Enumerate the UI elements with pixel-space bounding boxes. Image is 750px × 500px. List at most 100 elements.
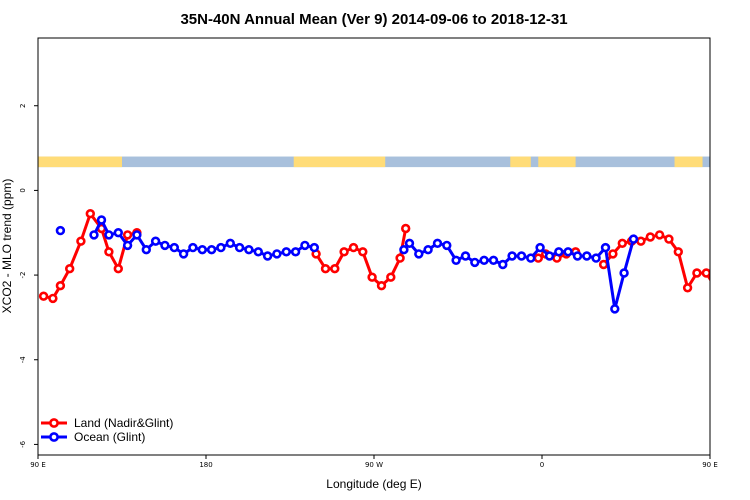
data-point <box>178 249 189 259</box>
data-point <box>89 230 99 240</box>
data-point <box>701 268 710 278</box>
data-point <box>272 249 282 259</box>
land-segment <box>570 156 576 168</box>
data-point <box>423 245 433 255</box>
data-point <box>197 245 208 255</box>
land-ocean-mask <box>38 156 710 168</box>
y-axis: -6 -4 -2 0 2 <box>19 104 38 448</box>
data-point <box>414 249 424 259</box>
data-point <box>169 242 180 253</box>
data-point <box>619 268 629 278</box>
data-point <box>692 268 702 278</box>
data-point <box>563 247 573 257</box>
data-point <box>38 291 49 301</box>
data-point <box>367 272 377 282</box>
legend-label: Ocean (Glint) <box>74 430 145 444</box>
y-tick-label: 0 <box>19 188 27 192</box>
land-segment <box>293 156 386 168</box>
data-point <box>507 251 517 261</box>
data-point <box>401 223 411 234</box>
series-line <box>402 238 635 311</box>
data-point <box>740 282 747 289</box>
data-point <box>55 281 66 291</box>
land-segment <box>38 156 122 168</box>
data-point <box>526 253 536 263</box>
data-point <box>64 264 75 274</box>
data-point <box>488 255 499 265</box>
data-point <box>682 283 693 293</box>
x-axis-label: Longitude (deg E) <box>326 477 421 491</box>
data-point <box>330 264 340 274</box>
x-tick-label: 90 W <box>365 461 383 469</box>
data-point <box>244 245 254 255</box>
data-point <box>404 238 415 249</box>
data-point <box>582 251 592 261</box>
data-point <box>113 228 124 238</box>
data-point <box>188 242 198 253</box>
data-point <box>432 238 443 249</box>
data-point <box>498 259 508 270</box>
data-point <box>160 240 170 251</box>
data-point <box>253 247 263 257</box>
legend-label: Land (Nadir&Glint) <box>74 416 173 430</box>
data-point <box>150 236 161 246</box>
series-0 <box>38 209 747 304</box>
data-point <box>234 242 245 253</box>
data-point <box>664 234 674 244</box>
data-point <box>132 230 142 240</box>
data-point <box>460 251 471 261</box>
data-point <box>617 238 627 249</box>
x-tick-label: 90 E <box>702 461 718 469</box>
data-point <box>281 247 291 257</box>
y-tick-label: 2 <box>19 104 27 108</box>
data-point <box>122 230 133 240</box>
data-point <box>85 209 96 219</box>
data-point <box>225 238 236 249</box>
data-point <box>358 247 368 257</box>
legend-marker <box>49 418 59 428</box>
data-point <box>654 230 665 240</box>
data-point <box>309 242 319 253</box>
x-tick-label: 90 E <box>30 461 46 469</box>
series-1 <box>55 215 734 314</box>
data-point <box>339 247 349 257</box>
data-point <box>104 247 114 257</box>
data-point <box>451 255 461 265</box>
data-point <box>290 247 301 257</box>
data-point <box>572 251 583 261</box>
data-point <box>610 304 620 314</box>
data-point <box>55 225 66 236</box>
legend: Land (Nadir&Glint)Ocean (Glint) <box>41 416 173 444</box>
data-point <box>76 236 86 246</box>
data-point <box>399 245 409 255</box>
y-axis-label: XCO2 - MLO trend (ppm) <box>0 179 14 314</box>
data-point <box>386 272 396 282</box>
x-tick-label: 180 <box>199 461 212 469</box>
data-point <box>608 249 618 259</box>
data-point <box>262 251 273 261</box>
data-point <box>104 230 114 240</box>
data-point <box>516 251 527 261</box>
data-point <box>113 264 124 274</box>
data-point <box>722 293 729 300</box>
data-point <box>645 232 655 242</box>
data-point <box>535 242 545 253</box>
data-point <box>216 242 226 253</box>
data-point <box>300 240 310 251</box>
data-point <box>122 240 133 251</box>
data-point <box>141 245 152 255</box>
data-point <box>442 240 452 251</box>
data-point <box>712 284 719 291</box>
y-tick-label: -2 <box>19 272 27 279</box>
data-point <box>48 293 58 304</box>
land-segment <box>674 156 703 168</box>
data-point <box>600 242 611 253</box>
x-tick-label: 0 <box>540 461 544 469</box>
data-point <box>727 227 734 234</box>
land-segment <box>538 156 570 168</box>
data-point <box>348 242 359 253</box>
data-point <box>731 295 738 302</box>
data-point <box>320 264 331 274</box>
data-point <box>554 247 564 257</box>
